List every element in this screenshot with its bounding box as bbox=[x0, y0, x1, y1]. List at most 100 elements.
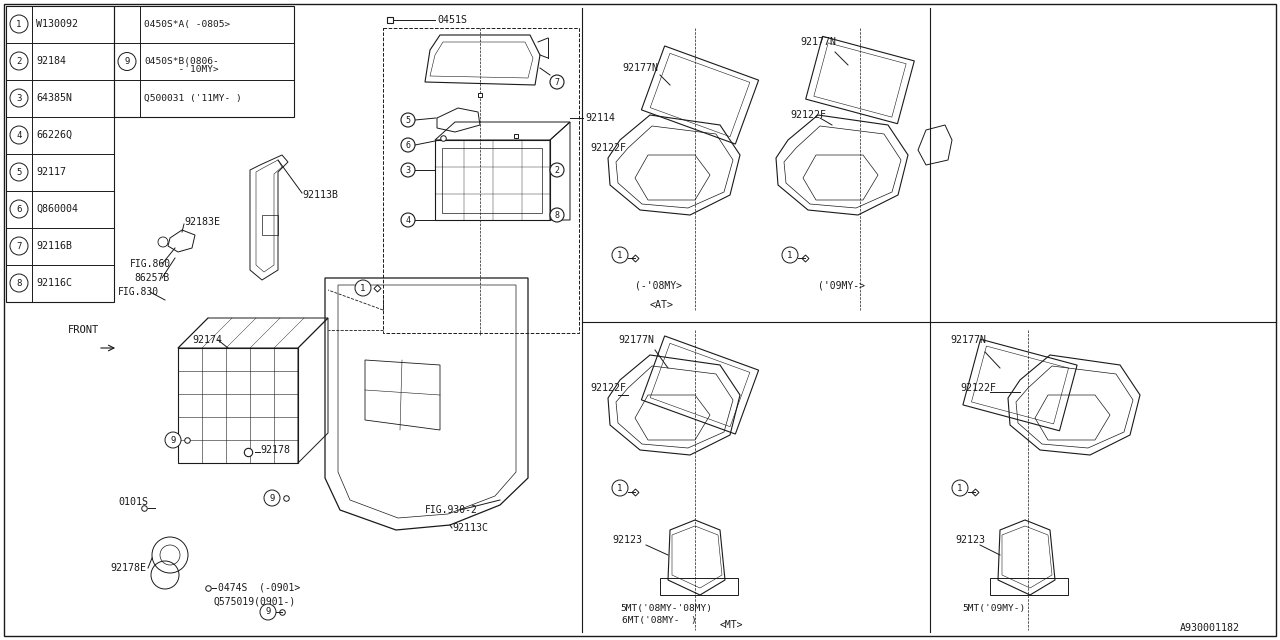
Text: <AT>: <AT> bbox=[650, 300, 675, 310]
Text: 92177N: 92177N bbox=[950, 335, 986, 345]
Text: 0451S: 0451S bbox=[436, 15, 467, 25]
Circle shape bbox=[612, 480, 628, 496]
Text: (-'08MY>: (-'08MY> bbox=[635, 280, 682, 290]
Text: 92184: 92184 bbox=[36, 56, 67, 66]
Text: 86257B: 86257B bbox=[134, 273, 169, 283]
Circle shape bbox=[550, 208, 564, 222]
Text: 92177N: 92177N bbox=[618, 335, 654, 345]
Circle shape bbox=[401, 163, 415, 177]
Circle shape bbox=[952, 480, 968, 496]
Circle shape bbox=[260, 604, 276, 620]
Text: 92178: 92178 bbox=[260, 445, 291, 455]
Text: FRONT: FRONT bbox=[68, 325, 100, 335]
Text: 8: 8 bbox=[17, 278, 22, 287]
Text: 92113C: 92113C bbox=[452, 523, 488, 533]
Bar bbox=[442, 148, 541, 213]
Text: W130092: W130092 bbox=[36, 19, 78, 29]
Text: -'10MY>: -'10MY> bbox=[143, 65, 219, 74]
Text: 92174: 92174 bbox=[192, 335, 221, 345]
Circle shape bbox=[355, 280, 371, 296]
Text: 66226Q: 66226Q bbox=[36, 130, 72, 140]
Text: 92122F: 92122F bbox=[590, 383, 626, 393]
Text: 92177N: 92177N bbox=[800, 37, 836, 47]
Text: 1: 1 bbox=[617, 250, 622, 259]
Text: 1: 1 bbox=[360, 284, 366, 292]
Text: 92122F: 92122F bbox=[590, 143, 626, 153]
Text: 2: 2 bbox=[17, 56, 22, 65]
Text: 5: 5 bbox=[17, 168, 22, 177]
Text: FIG.930-2: FIG.930-2 bbox=[425, 505, 477, 515]
Circle shape bbox=[612, 247, 628, 263]
Circle shape bbox=[550, 75, 564, 89]
Circle shape bbox=[10, 126, 28, 144]
Circle shape bbox=[10, 274, 28, 292]
Text: 92178E: 92178E bbox=[110, 563, 146, 573]
Bar bbox=[262, 215, 278, 235]
Text: 92122F: 92122F bbox=[960, 383, 996, 393]
Text: 9: 9 bbox=[124, 57, 129, 66]
Text: 0101S: 0101S bbox=[118, 497, 148, 507]
Circle shape bbox=[10, 237, 28, 255]
Text: Q575019(0901-): Q575019(0901-) bbox=[214, 597, 296, 607]
Circle shape bbox=[10, 89, 28, 107]
Text: 1: 1 bbox=[617, 483, 622, 493]
Text: 3: 3 bbox=[17, 93, 22, 102]
Circle shape bbox=[10, 163, 28, 181]
Text: 9: 9 bbox=[269, 493, 275, 502]
Bar bbox=[435, 140, 550, 220]
Circle shape bbox=[165, 432, 180, 448]
Text: 6MT('08MY-  ): 6MT('08MY- ) bbox=[622, 616, 696, 625]
Text: A930001182: A930001182 bbox=[1180, 623, 1240, 633]
Circle shape bbox=[401, 138, 415, 152]
Text: 7: 7 bbox=[17, 241, 22, 250]
Circle shape bbox=[550, 163, 564, 177]
Text: ('09MY->: ('09MY-> bbox=[818, 280, 865, 290]
Text: 3: 3 bbox=[406, 166, 411, 175]
Text: 92117: 92117 bbox=[36, 167, 67, 177]
Text: 92114: 92114 bbox=[585, 113, 614, 123]
Circle shape bbox=[401, 213, 415, 227]
Text: 2: 2 bbox=[554, 166, 559, 175]
Text: 92123: 92123 bbox=[955, 535, 986, 545]
Text: 92177N: 92177N bbox=[622, 63, 658, 73]
Text: 1: 1 bbox=[957, 483, 963, 493]
Text: 0450S*B(0806-: 0450S*B(0806- bbox=[143, 57, 219, 66]
Text: FIG.830: FIG.830 bbox=[118, 287, 159, 297]
Text: <MT>: <MT> bbox=[719, 620, 744, 630]
Text: 92116C: 92116C bbox=[36, 278, 72, 288]
Bar bbox=[6, 6, 114, 302]
Text: 92122F: 92122F bbox=[790, 110, 826, 120]
Circle shape bbox=[782, 247, 797, 263]
Text: 92116B: 92116B bbox=[36, 241, 72, 251]
Text: 0474S  (-0901>: 0474S (-0901> bbox=[218, 583, 301, 593]
Text: 1: 1 bbox=[17, 19, 22, 29]
Text: 4: 4 bbox=[406, 216, 411, 225]
Text: 5MT('09MY-): 5MT('09MY-) bbox=[963, 604, 1025, 612]
Text: 92123: 92123 bbox=[612, 535, 643, 545]
Bar bbox=[114, 6, 294, 117]
Circle shape bbox=[10, 15, 28, 33]
Text: 5MT('08MY-'08MY): 5MT('08MY-'08MY) bbox=[620, 604, 712, 612]
Bar bbox=[178, 348, 298, 463]
Circle shape bbox=[10, 52, 28, 70]
Circle shape bbox=[157, 237, 168, 247]
Text: 4: 4 bbox=[17, 131, 22, 140]
Circle shape bbox=[264, 490, 280, 506]
Text: 6: 6 bbox=[406, 141, 411, 150]
Text: 7: 7 bbox=[554, 77, 559, 86]
Text: 9: 9 bbox=[265, 607, 270, 616]
Text: 9: 9 bbox=[170, 435, 175, 445]
Text: 8: 8 bbox=[554, 211, 559, 220]
Bar bbox=[383, 28, 579, 333]
Text: 92183E: 92183E bbox=[184, 217, 220, 227]
Text: 92113B: 92113B bbox=[302, 190, 338, 200]
Text: 5: 5 bbox=[406, 115, 411, 125]
Text: 1: 1 bbox=[787, 250, 792, 259]
Text: FIG.860: FIG.860 bbox=[131, 259, 172, 269]
Circle shape bbox=[118, 52, 136, 70]
Text: Q860004: Q860004 bbox=[36, 204, 78, 214]
Text: 0450S*A( -0805>: 0450S*A( -0805> bbox=[143, 20, 230, 29]
Circle shape bbox=[10, 200, 28, 218]
Text: Q500031 ('11MY- ): Q500031 ('11MY- ) bbox=[143, 94, 242, 103]
Text: 64385N: 64385N bbox=[36, 93, 72, 103]
